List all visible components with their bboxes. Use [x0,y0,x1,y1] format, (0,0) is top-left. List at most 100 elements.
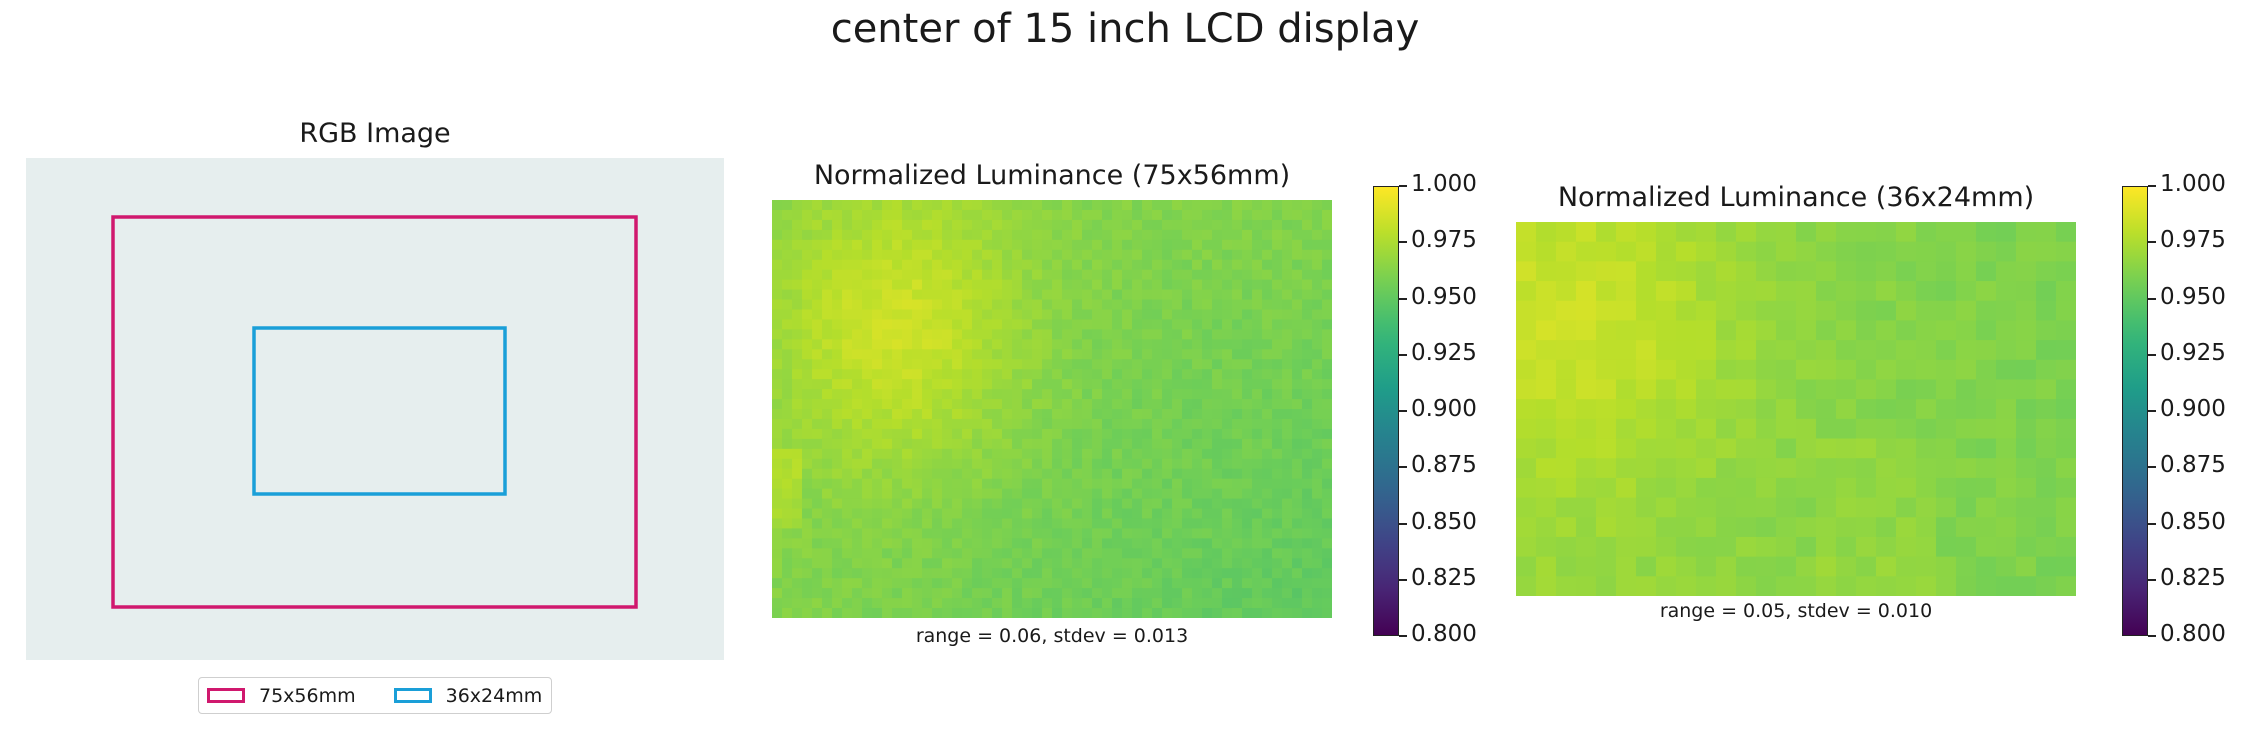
heatmap-cell [982,578,993,589]
heatmap-cell [1636,222,1657,243]
heatmap-cell [1042,578,1053,589]
heatmap-cell [1092,608,1103,618]
heatmap-cell [772,478,783,490]
heatmap-cell [782,468,793,480]
heatmap-cell [882,458,893,470]
heatmap-cell [1756,222,1777,243]
heatmap-cell [902,508,913,520]
heatmap-cell [1082,538,1093,549]
heatmap-cell [1062,598,1073,609]
heatmap-cell [932,389,943,400]
heatmap-cell [812,518,823,530]
heatmap-cell [1322,259,1332,271]
heatmap-cell [1616,320,1637,341]
heatmap-cell [1172,458,1183,470]
heatmap-cell [1322,438,1332,450]
heatmap-cell [1302,200,1313,211]
heatmap-cell [1616,536,1637,558]
heatmap-cell [1222,249,1233,261]
heatmap-cell [1162,339,1173,350]
heatmap-cell [1312,588,1323,599]
heatmap-cell [852,299,863,311]
heatmap-cell [802,259,813,271]
heatmap-cell [772,309,783,321]
heatmap-cell [1936,399,1957,420]
heatmap-cell [1936,261,1957,282]
heatmap-cell [1312,379,1323,390]
heatmap-cell [1292,259,1303,271]
heatmap-cell [952,229,963,241]
legend-item-75x56mm: 75x56mm [207,685,356,707]
heatmap-cell [1082,558,1093,569]
heatmap-cell [912,608,923,618]
heatmap-cell [1312,229,1323,241]
colorbar-tick-mark [1399,578,1407,581]
heatmap-cell [1052,508,1063,520]
heatmap-cell [1262,458,1273,470]
heatmap-cell [1092,299,1103,311]
heatmap-cell [1232,488,1243,500]
heatmap-cell [892,458,903,470]
heatmap-cell [962,418,973,430]
heatmap-cell [1252,379,1263,390]
heatmap-cell [1292,309,1303,321]
heatmap-cell [822,498,833,510]
heatmap-cell [822,608,833,618]
heatmap-cell [1876,300,1897,322]
heatmap-cell [962,299,973,311]
heatmap-cell [922,269,933,281]
heatmap-cell [1062,319,1073,330]
heatmap-cell [962,319,973,330]
heatmap-cell [1112,428,1123,440]
heatmap-cell [832,219,843,231]
heatmap-cell [942,588,953,599]
heatmap-cell [1062,458,1073,470]
heatmap-cell [1596,340,1617,361]
heatmap-cell [1152,428,1163,440]
heatmap-cell [832,528,843,539]
heatmap-cell [922,289,933,301]
heatmap-cell [922,588,933,599]
heatmap-cell [1012,558,1023,569]
heatmap-cell [1002,478,1013,490]
heatmap-cell [832,518,843,530]
heatmap-cell [1282,389,1293,400]
heatmap-cell [1192,548,1203,559]
heatmap-cell [1676,379,1697,400]
heatmap-cell [1062,578,1073,589]
heatmap-cell [902,389,913,400]
heatmap-cell [802,379,813,390]
heatmap-cell [1312,468,1323,480]
heatmap-cell [1282,558,1293,569]
heatmap-cell [862,239,873,251]
heatmap-cell [1082,488,1093,500]
heatmap-cell [902,279,913,291]
colorbar-tick-label: 0.825 [1411,564,1477,591]
heatmap-cell [1776,576,1797,596]
heatmap-cell [952,289,963,301]
heatmap-cell [1212,219,1223,231]
heatmap-cell [822,309,833,321]
heatmap-cell [1132,468,1143,480]
heatmap-cell [892,498,903,510]
heatmap-cell [1796,458,1817,479]
heatmap-cell [1292,379,1303,390]
heatmap-cell [802,448,813,460]
heatmap-cell [792,229,803,241]
heatmap-cell [1232,249,1243,261]
heatmap-cell [952,448,963,460]
heatmap-cell [1202,478,1213,490]
heatmap-cell [882,289,893,301]
heatmap-cell [1272,428,1283,440]
heatmap-cell [1042,508,1053,520]
heatmap-cell [1956,458,1977,479]
heatmap-cell [922,518,933,530]
heatmap-cell [1002,269,1013,281]
heatmap-cell [1172,329,1183,340]
colorbar-tick-label: 0.975 [1411,227,1477,254]
heatmap-cell [1092,209,1103,221]
heatmap-cell [1536,517,1557,538]
heatmap-cell [1272,200,1283,211]
heatmap-cell [782,339,793,350]
heatmap-cell [1876,359,1897,381]
